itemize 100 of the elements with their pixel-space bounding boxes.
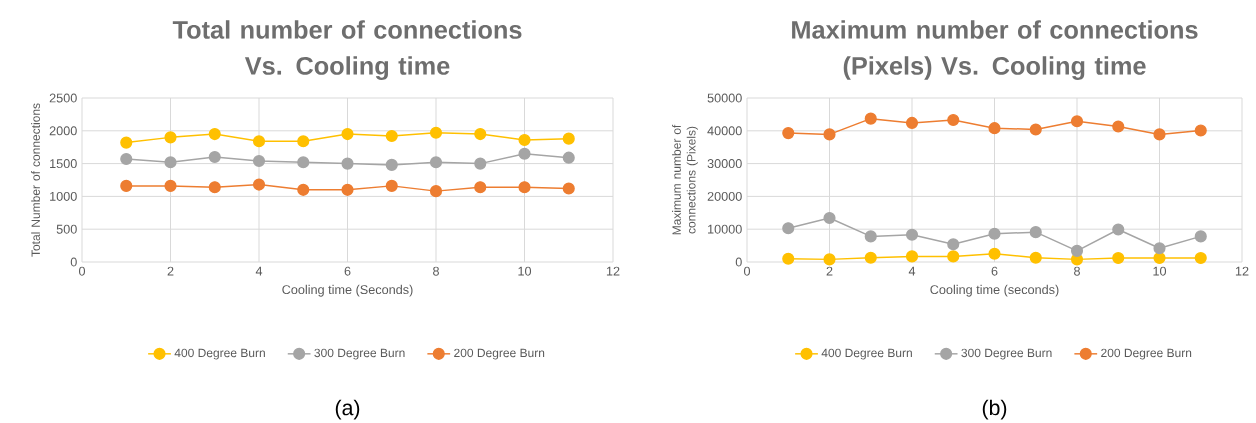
point (297, 156, 310, 169)
x-axis-title: Cooling time (Seconds) (282, 284, 413, 297)
point (341, 128, 354, 141)
point (208, 150, 221, 164)
point (1070, 244, 1084, 257)
point (782, 252, 795, 265)
point (297, 135, 310, 148)
x-tick-label: 0 (78, 266, 86, 276)
point (341, 183, 354, 196)
x-tick-label: 6 (344, 266, 351, 276)
point (947, 238, 960, 251)
point (208, 181, 221, 194)
x-tick-label: 4 (255, 266, 263, 276)
y-tick-label: 1000 (50, 191, 77, 201)
point (252, 178, 266, 191)
point (905, 228, 919, 241)
point (252, 135, 266, 148)
point (385, 158, 398, 171)
point (429, 185, 443, 198)
point (429, 126, 443, 139)
point (864, 251, 877, 264)
point (1153, 242, 1166, 255)
point (988, 247, 1001, 260)
point (1029, 251, 1042, 264)
point (429, 156, 443, 169)
point (518, 133, 531, 147)
point (562, 151, 575, 164)
point (1153, 128, 1166, 141)
x-tick-label: 10 (518, 266, 532, 276)
point (905, 116, 919, 129)
point (341, 157, 354, 170)
point (164, 156, 177, 169)
point (1112, 120, 1125, 133)
point (562, 182, 575, 195)
y-axis-title: Maximum number of connections (Pixels) (672, 124, 698, 235)
point (1112, 223, 1125, 236)
point (864, 112, 877, 125)
point (164, 131, 177, 144)
point (823, 128, 836, 141)
point (120, 152, 133, 166)
point (474, 157, 487, 170)
x-tick-label: 12 (606, 266, 620, 276)
legend-label: 400 Degree Burn (174, 348, 265, 360)
x-tick-label: 6 (991, 266, 998, 276)
point (782, 127, 795, 140)
point (385, 129, 398, 143)
point (1194, 230, 1207, 243)
point (864, 230, 877, 243)
y-tick-label: 2500 (49, 93, 77, 103)
point (823, 253, 836, 266)
point (120, 136, 133, 149)
point (1029, 226, 1042, 239)
x-tick-label: 8 (433, 266, 439, 276)
point (947, 113, 960, 127)
y-tick-label: 0 (735, 257, 742, 267)
text: (b) (982, 399, 1007, 420)
point (947, 250, 960, 263)
x-tick-label: 2 (826, 266, 833, 276)
x-tick-label: 2 (167, 266, 174, 276)
point (474, 181, 487, 194)
point (474, 128, 487, 141)
y-tick-label: 20000 (707, 191, 742, 201)
point (297, 183, 310, 196)
y-tick-label: 500 (56, 224, 77, 234)
text: (a) (335, 399, 360, 420)
point (1194, 124, 1207, 137)
legend-label: 300 Degree Burn (314, 348, 405, 360)
legend-label: 400 Degree Burn (821, 348, 912, 360)
y-tick-label: 30000 (707, 159, 742, 169)
legend-label: 300 Degree Burn (961, 348, 1052, 360)
point (1112, 251, 1125, 265)
y-tick-label: 1500 (50, 159, 77, 169)
y-tick-label: 2000 (49, 126, 77, 136)
point (385, 179, 398, 192)
chart-title: Total number of connections Vs. Cooling time (172, 20, 522, 80)
x-tick-label: 0 (743, 266, 751, 276)
x-tick-label: 4 (908, 266, 916, 276)
legend-label: 200 Degree Burn (1101, 348, 1192, 360)
point (252, 154, 266, 168)
chart-title: Maximum number of connections (Pixels) Vs. Cooling time (792, 20, 1198, 80)
point (988, 227, 1001, 240)
x-tick-label: 12 (1235, 266, 1249, 276)
point (1070, 115, 1084, 128)
point (1029, 123, 1042, 136)
point (782, 222, 795, 235)
point (1194, 251, 1207, 265)
point (120, 179, 133, 192)
y-tick-label: 10000 (708, 224, 742, 234)
x-tick-label: 8 (1074, 266, 1080, 276)
x-axis-title: Cooling time (seconds) (930, 284, 1059, 297)
y-tick-label: 0 (70, 257, 77, 267)
point (905, 250, 919, 263)
y-axis-title: Total Number of connections (31, 103, 40, 257)
y-tick-label: 40000 (707, 126, 742, 136)
point (988, 122, 1001, 135)
point (164, 179, 177, 192)
legend-label: 200 Degree Burn (454, 348, 545, 360)
y-tick-label: 50000 (707, 93, 742, 103)
point (208, 128, 221, 141)
point (562, 132, 575, 145)
